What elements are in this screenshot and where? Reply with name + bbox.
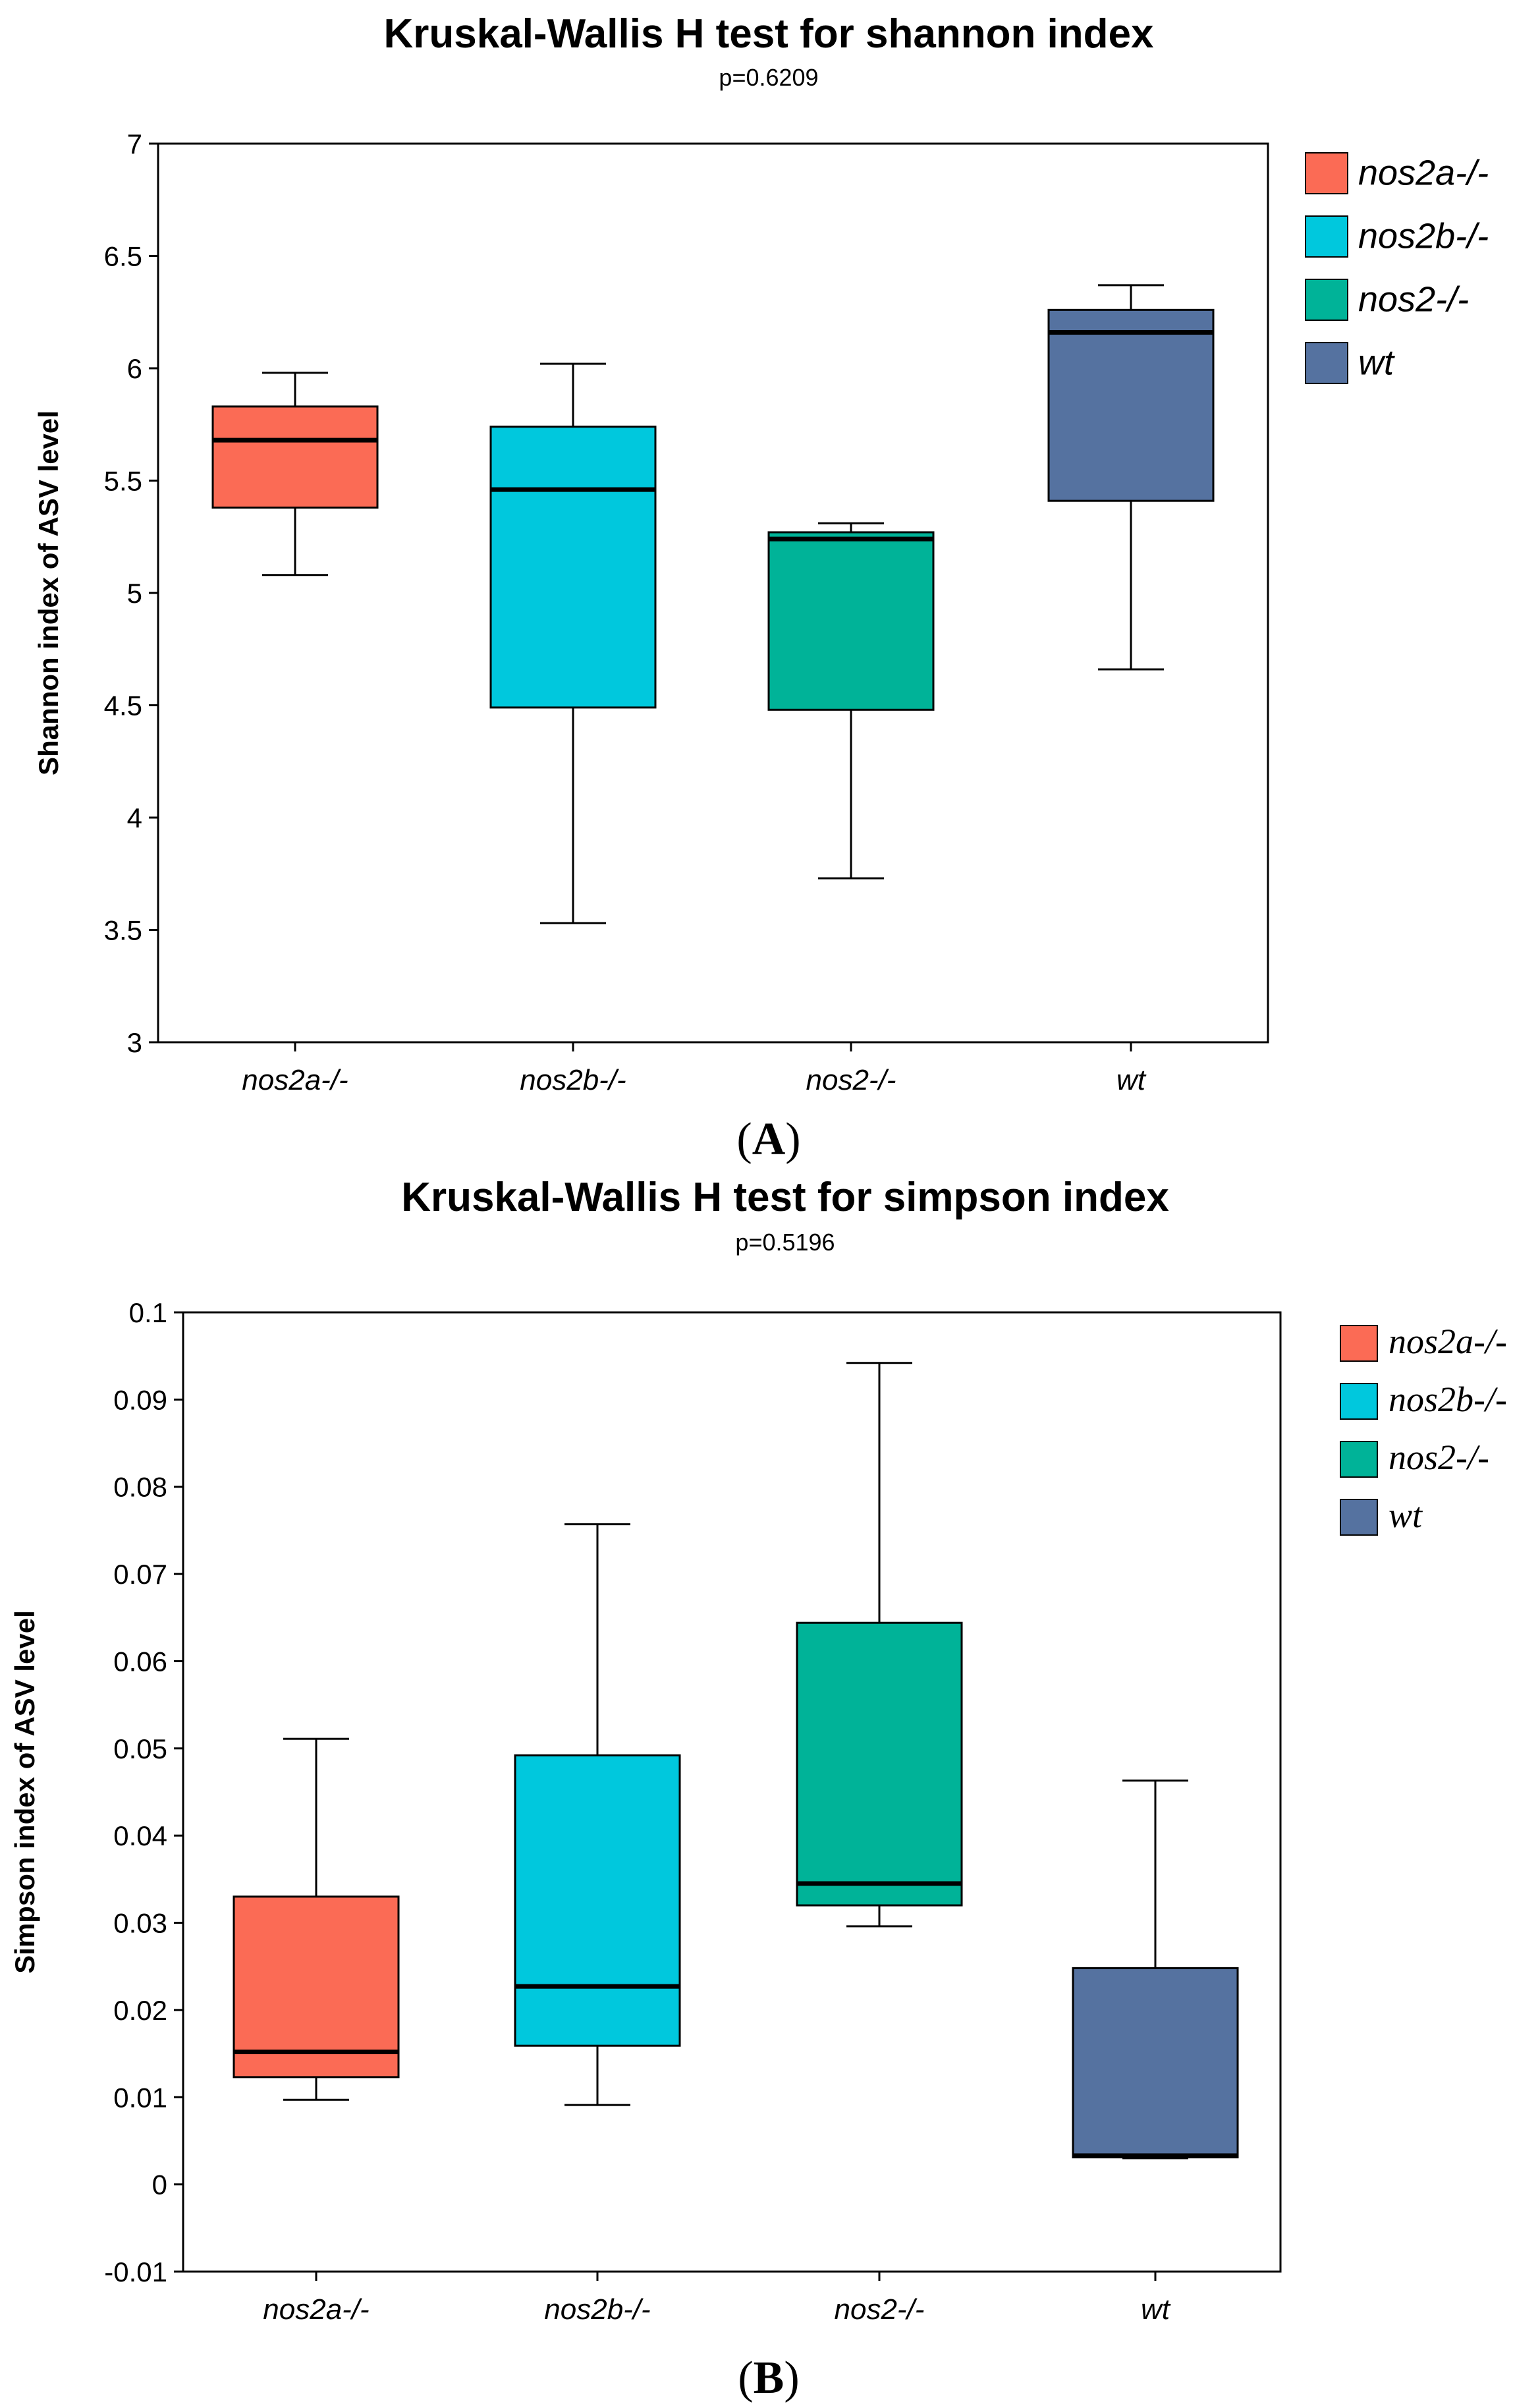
iqr-box bbox=[211, 405, 379, 509]
box-nos2a bbox=[211, 372, 379, 576]
legend-label: nos2b-/- bbox=[1389, 1380, 1507, 1419]
chart-subtitle: p=0.5196 bbox=[735, 1229, 835, 1256]
legend-label: nos2b-/- bbox=[1358, 216, 1489, 256]
x-category-label: nos2a-/- bbox=[263, 2293, 369, 2326]
panel-label-b: (B) bbox=[738, 2353, 799, 2403]
y-tick-label: 6 bbox=[127, 353, 142, 384]
y-tick-label: 5.5 bbox=[104, 466, 142, 497]
chart-title: Kruskal-Wallis H test for simpson index bbox=[401, 1175, 1169, 1220]
y-tick-label: 3 bbox=[127, 1027, 142, 1058]
legend-label: wt bbox=[1389, 1496, 1423, 1535]
legend-label: wt bbox=[1358, 343, 1395, 382]
y-tick-label: 4.5 bbox=[104, 690, 142, 721]
y-axis-label: Shannon index of ASV level bbox=[33, 410, 64, 775]
y-tick-label: 0.07 bbox=[113, 1559, 167, 1590]
iqr-box bbox=[233, 1895, 400, 2079]
legend-swatch bbox=[1305, 152, 1348, 194]
box-wt bbox=[1072, 1779, 1239, 2160]
simpson-chart: Kruskal-Wallis H test for simpson index … bbox=[9, 1175, 1507, 2403]
y-tick-label: 0.06 bbox=[113, 1646, 167, 1677]
box-wt bbox=[1047, 284, 1215, 671]
x-category-label: nos2b-/- bbox=[544, 2293, 650, 2326]
box-nos2 bbox=[796, 1362, 963, 1928]
y-tick-label: 0.02 bbox=[113, 1995, 167, 2026]
y-tick-label: 3.5 bbox=[104, 915, 142, 946]
chart-subtitle: p=0.6209 bbox=[719, 64, 818, 91]
box-nos2a bbox=[233, 1737, 400, 2101]
shannon-chart: Kruskal-Wallis H test for shannon index … bbox=[33, 11, 1489, 1165]
legend: nos2a-/- nos2b-/- nos2-/- wt bbox=[1340, 1322, 1507, 1536]
legend-swatch bbox=[1340, 1441, 1378, 1478]
panel-label-a: (A) bbox=[736, 1114, 800, 1165]
iqr-box bbox=[1047, 308, 1215, 502]
iqr-box bbox=[514, 1754, 681, 2047]
y-tick-label: 0.04 bbox=[113, 1820, 167, 1851]
y-tick-label: 0.03 bbox=[113, 1908, 167, 1939]
x-category-label: nos2b-/- bbox=[520, 1064, 626, 1096]
y-tick-label: 0.01 bbox=[113, 2082, 167, 2113]
y-tick-label: 0.09 bbox=[113, 1384, 167, 1415]
box-nos2 bbox=[767, 522, 935, 880]
x-category-label: wt bbox=[1116, 1064, 1147, 1096]
y-tick-label: 0.05 bbox=[113, 1733, 167, 1764]
plot-frame bbox=[157, 142, 1269, 1044]
legend-swatch bbox=[1305, 215, 1348, 258]
legend-swatch bbox=[1305, 279, 1348, 321]
y-axis-label: Simpson index of ASV level bbox=[9, 1610, 40, 1974]
x-category-label: nos2-/- bbox=[806, 1064, 896, 1096]
iqr-box bbox=[767, 531, 935, 711]
legend-label: nos2a-/- bbox=[1389, 1322, 1507, 1361]
legend-swatch bbox=[1340, 1325, 1378, 1362]
x-category-label: wt bbox=[1141, 2293, 1171, 2326]
box-nos2b bbox=[489, 362, 657, 924]
y-tick-label: 0.1 bbox=[129, 1297, 167, 1328]
box-nos2b bbox=[514, 1523, 681, 2106]
legend-swatch bbox=[1340, 1499, 1378, 1536]
y-tick-label: 7 bbox=[127, 128, 142, 159]
x-category-label: nos2a-/- bbox=[242, 1064, 348, 1096]
y-tick-label: -0.01 bbox=[104, 2256, 167, 2287]
legend-label: nos2-/- bbox=[1358, 279, 1469, 319]
y-tick-label: 5 bbox=[127, 578, 142, 609]
legend-label: nos2a-/- bbox=[1358, 153, 1489, 192]
y-tick-label: 0 bbox=[152, 2169, 167, 2200]
legend-swatch bbox=[1305, 342, 1348, 384]
x-category-label: nos2-/- bbox=[835, 2293, 925, 2326]
legend-swatch bbox=[1340, 1383, 1378, 1420]
iqr-box bbox=[1072, 1967, 1239, 2159]
iqr-box bbox=[489, 426, 657, 709]
legend-label: nos2-/- bbox=[1389, 1438, 1489, 1477]
plot-frame bbox=[182, 1311, 1282, 2273]
chart-title: Kruskal-Wallis H test for shannon index bbox=[383, 11, 1154, 57]
y-tick-label: 6.5 bbox=[104, 241, 142, 272]
y-tick-label: 4 bbox=[127, 802, 142, 833]
y-tick-label: 0.08 bbox=[113, 1472, 167, 1503]
iqr-box bbox=[796, 1621, 963, 1907]
legend: nos2a-/- nos2b-/- nos2-/- wt bbox=[1305, 152, 1489, 384]
